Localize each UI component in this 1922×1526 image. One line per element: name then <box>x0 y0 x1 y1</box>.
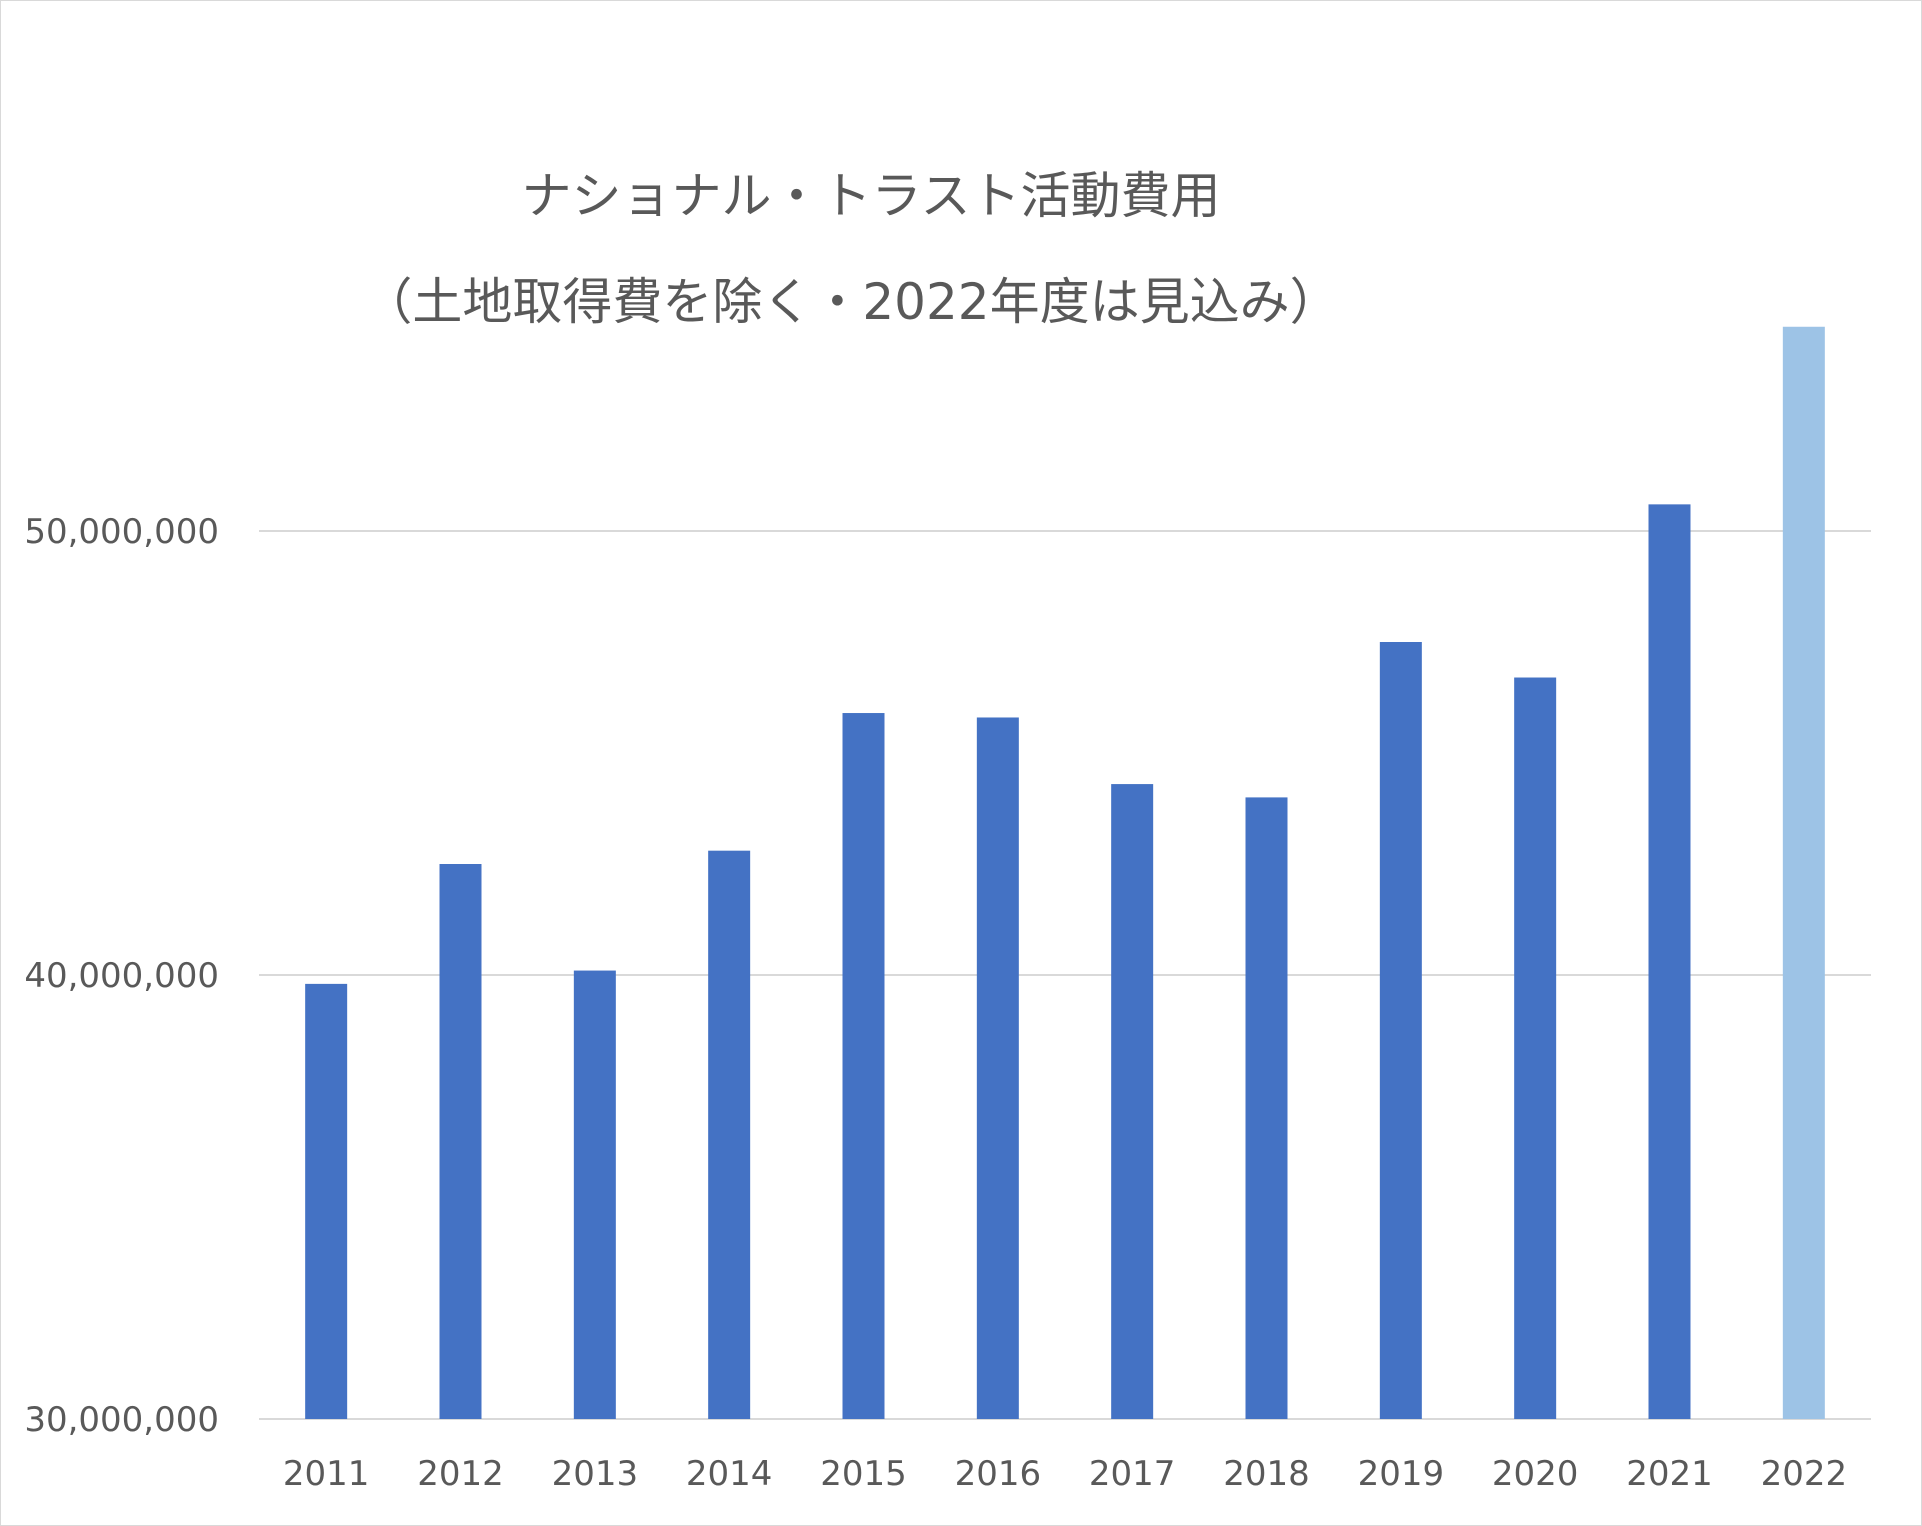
x-axis-tick-labels: 2011 2012 2013 2014 2015 2016 2017 2018 2019 2020… <box>283 1454 1847 1494</box>
x-tick-label: 2016 <box>955 1454 1042 1494</box>
bar-2019 <box>1379 642 1422 1419</box>
x-tick-label: 2013 <box>552 1454 639 1494</box>
x-tick-label: 2017 <box>1089 1454 1176 1494</box>
y-tick-label: 30,000,000 <box>24 1400 219 1440</box>
x-tick-label: 2014 <box>686 1454 773 1494</box>
x-tick-label: 2012 <box>417 1454 504 1494</box>
bar-2014 <box>708 850 751 1419</box>
bars <box>305 326 1825 1419</box>
bar-2021 <box>1648 504 1691 1419</box>
bar-2015 <box>842 713 885 1419</box>
x-tick-label: 2018 <box>1223 1454 1310 1494</box>
bar-2017 <box>1111 784 1154 1419</box>
x-tick-label: 2021 <box>1626 1454 1713 1494</box>
bar-2018 <box>1245 797 1288 1419</box>
y-axis-tick-labels: 30,000,000 40,000,000 50,000,000 <box>24 512 219 1440</box>
bar-2011 <box>305 983 348 1419</box>
x-tick-label: 2019 <box>1358 1454 1445 1494</box>
chart-title-line-2: （土地取得費を除く・2022年度は見込み） <box>362 273 1339 331</box>
bar-2016 <box>976 717 1019 1419</box>
gridlines <box>259 530 1871 1420</box>
x-tick-label: 2015 <box>820 1454 907 1494</box>
bar-2013 <box>573 970 616 1419</box>
x-tick-label: 2011 <box>283 1454 370 1494</box>
x-tick-label: 2022 <box>1761 1454 1848 1494</box>
bar-2020 <box>1514 677 1557 1419</box>
y-tick-label: 50,000,000 <box>24 512 219 552</box>
bar-2022 <box>1782 326 1825 1419</box>
chart-title-line-1: ナショナル・トラスト活動費用 <box>522 167 1221 225</box>
y-tick-label: 40,000,000 <box>24 956 219 996</box>
bar-2012 <box>439 864 482 1419</box>
chart-title: ナショナル・トラスト活動費用 （土地取得費を除く・2022年度は見込み） <box>362 167 1339 331</box>
x-tick-label: 2020 <box>1492 1454 1579 1494</box>
